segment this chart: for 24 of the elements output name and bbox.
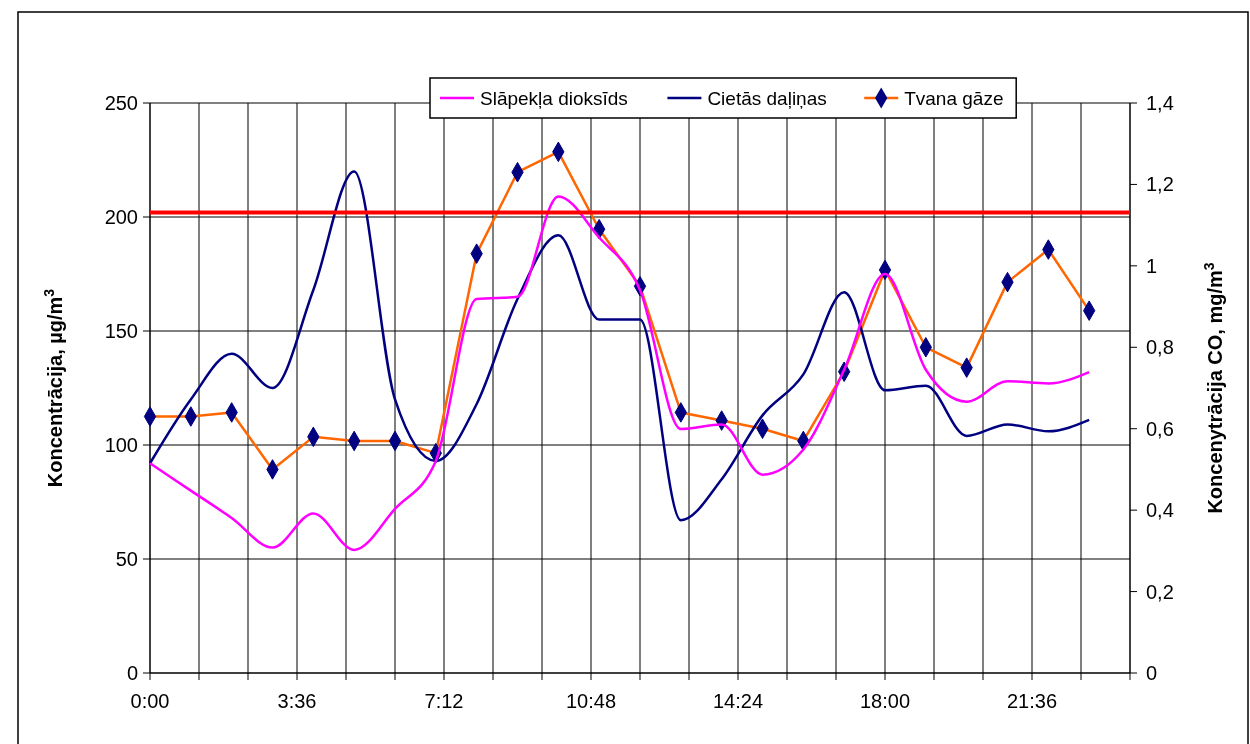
y2-tick-label: 0,2 [1146, 580, 1174, 603]
y-tick-label: 250 [104, 92, 138, 114]
legend-label: Tvana gāze [904, 88, 1004, 109]
y2-tick-label: 0,6 [1146, 417, 1174, 440]
y-tick-label: 150 [104, 320, 138, 342]
x-tick-label: 3:36 [277, 690, 317, 712]
y-tick-label: 50 [115, 548, 138, 570]
y2-tick-label: 1,2 [1146, 173, 1174, 196]
y2-tick-label: 1,4 [1146, 92, 1174, 114]
y2-tick-label: 0 [1146, 662, 1158, 684]
y2-tick-label: 0,8 [1146, 336, 1174, 359]
y2-tick-label: 1 [1146, 254, 1158, 277]
x-tick-label: 14:24 [712, 690, 764, 712]
y-tick-label: 0 [126, 662, 138, 684]
y-tick-label: 200 [104, 206, 138, 228]
x-tick-label: 7:12 [424, 690, 464, 712]
x-tick-label: 0:00 [130, 690, 170, 712]
x-tick-label: 10:48 [565, 690, 617, 712]
legend-label: Cietās daļiņas [707, 88, 827, 109]
x-tick-label: 18:00 [859, 690, 911, 712]
y-tick-label: 100 [104, 434, 138, 456]
y2-tick-label: 0,4 [1146, 499, 1174, 522]
legend-label: Slāpekļa dioksīds [480, 88, 628, 109]
x-tick-label: 21:36 [1006, 690, 1058, 712]
